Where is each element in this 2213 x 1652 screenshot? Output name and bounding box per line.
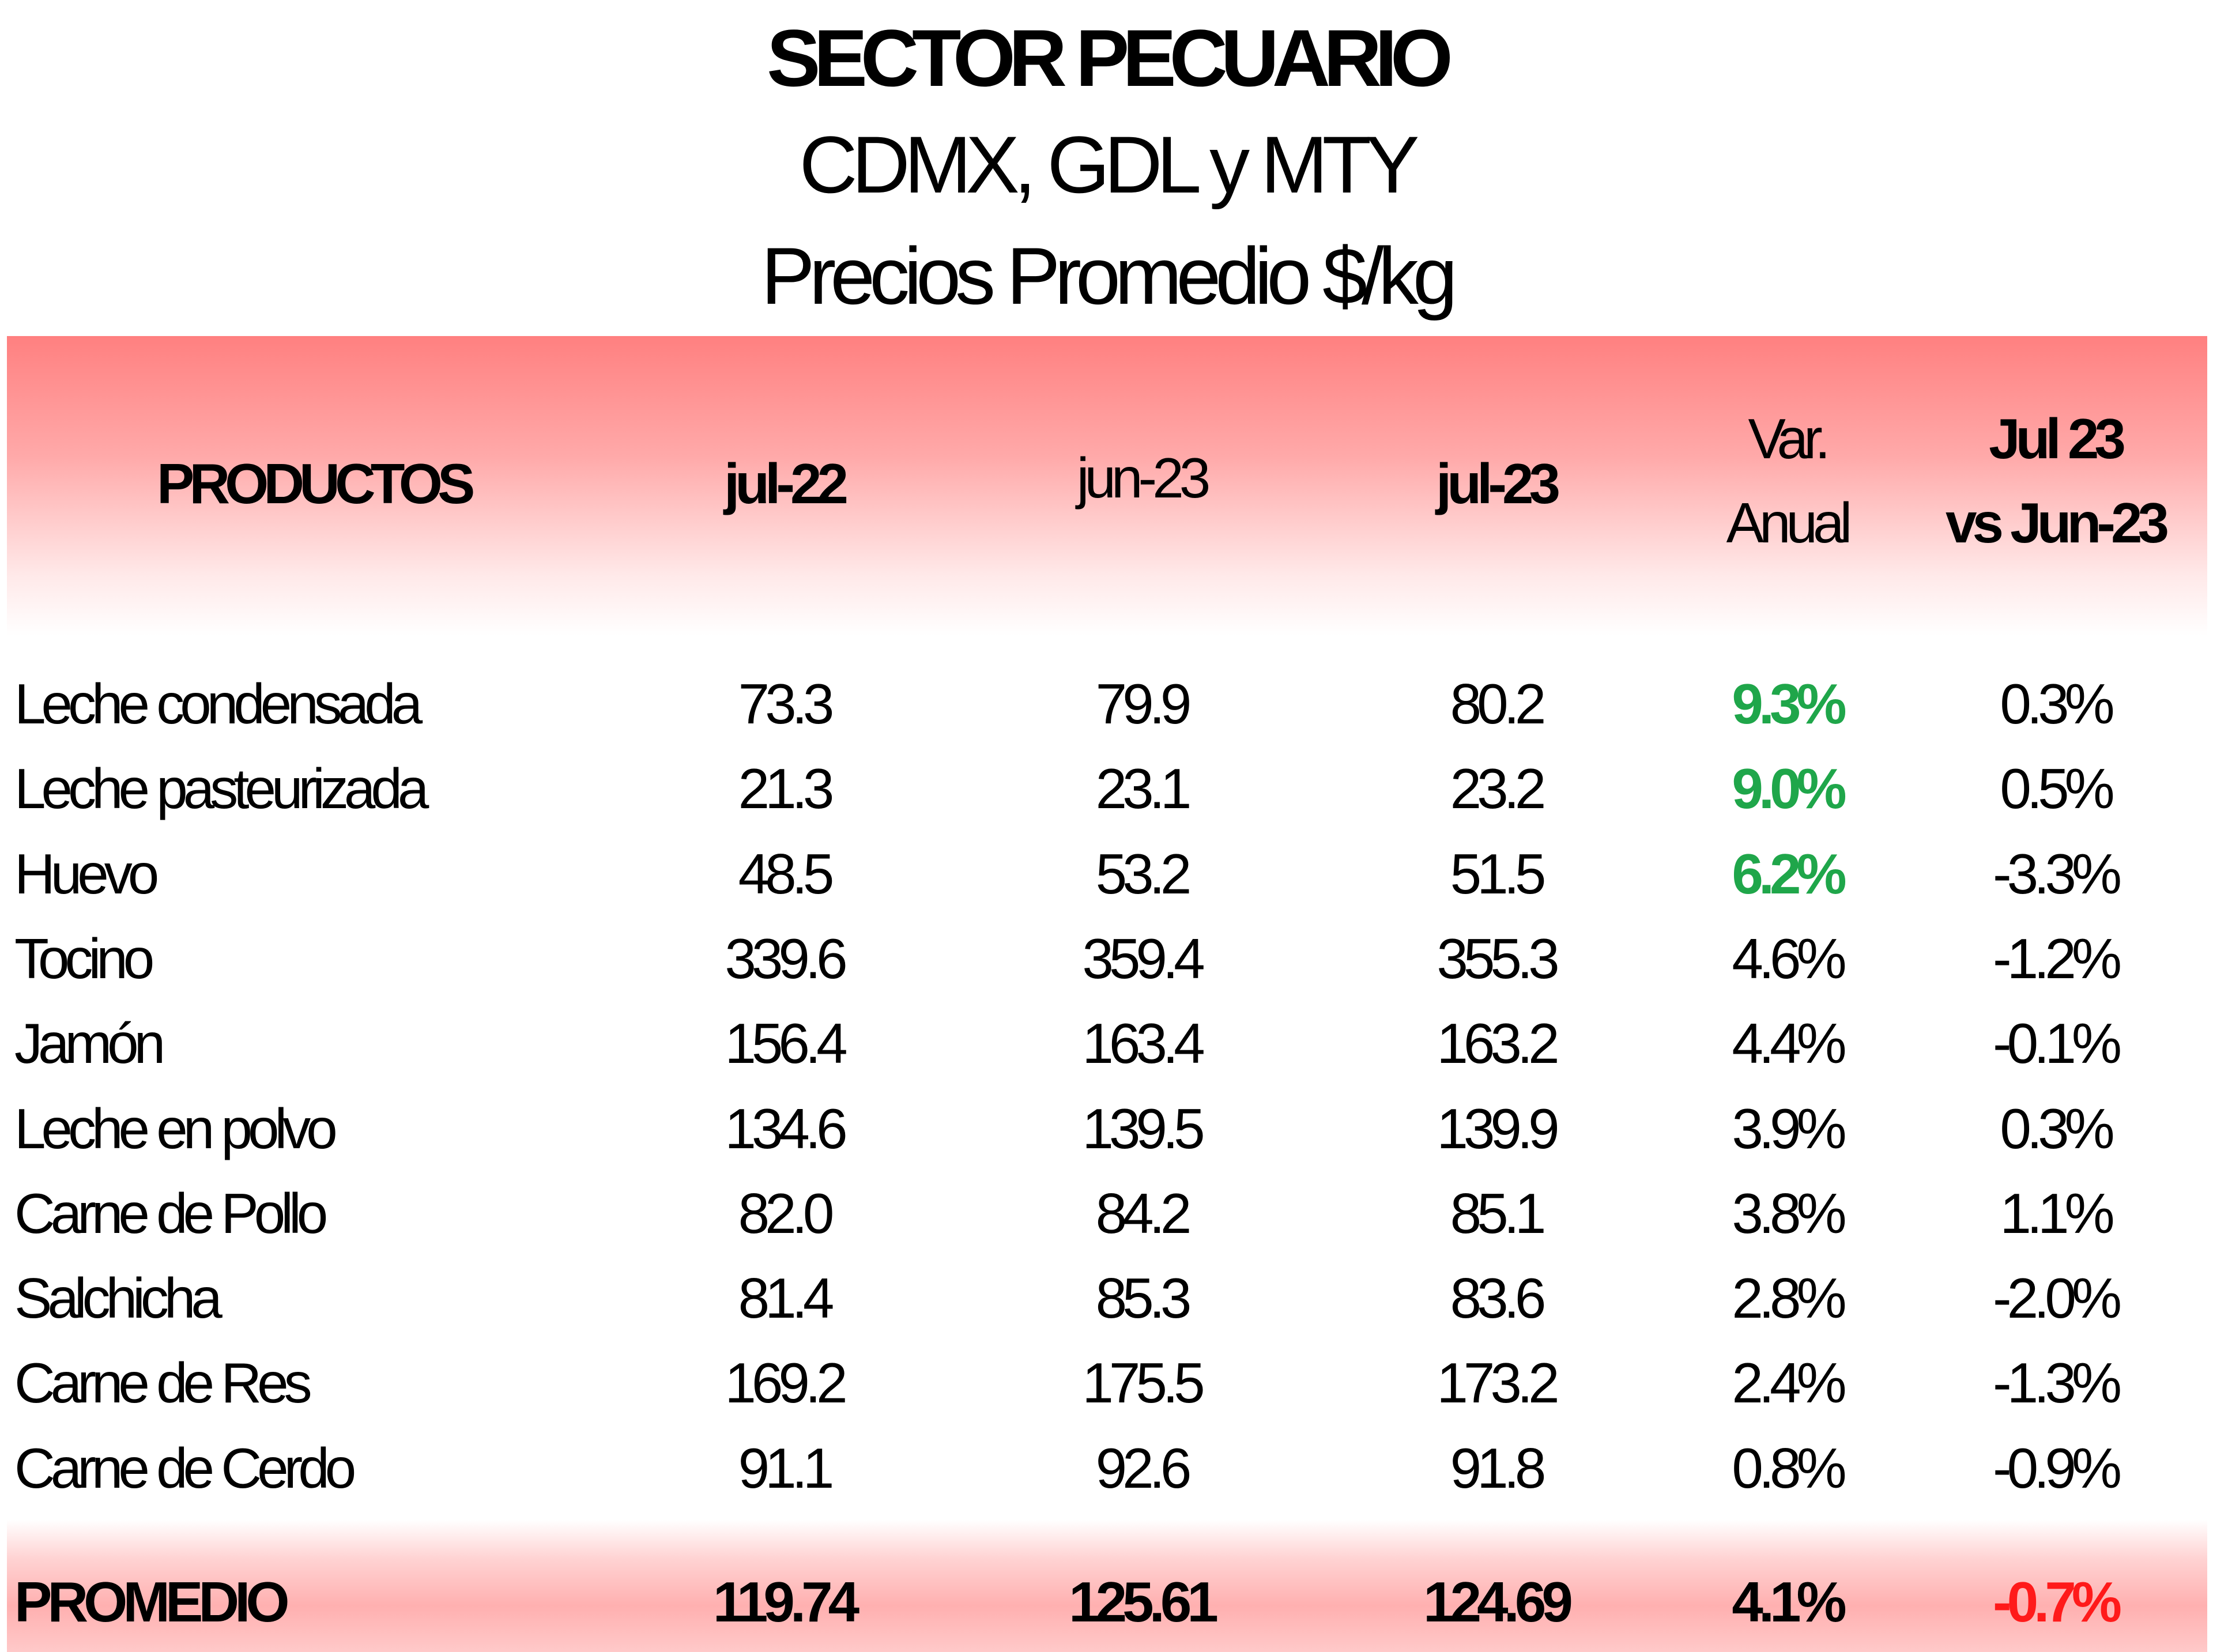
page-subtitle: CDMX, GDL y MTY [799,119,1420,210]
cell-jul-23: 355.3 [1437,927,1559,990]
cell-producto: Carne de Res [14,1351,312,1415]
cell-producto: Salchicha [14,1266,223,1330]
unit-line: Precios Promedio $/kg [761,231,1457,321]
cell-var-anual: 3.9% [1732,1097,1846,1160]
cell-var-mensual: 0.3% [2000,1097,2114,1160]
cell-producto: Leche pasteurizada [14,757,429,820]
cell-producto: Leche condensada [14,672,423,736]
header-jul-22: jul-22 [724,452,849,515]
promedio-var-mensual: -0.7% [1992,1570,2122,1634]
cell-producto: Carne de Pollo [14,1182,328,1245]
promedio-jul-22: 119.74 [712,1570,859,1634]
cell-producto: Leche en polvo [14,1097,338,1160]
table-footer-band [7,1520,2207,1652]
cell-var-anual: 4.4% [1732,1012,1846,1075]
cell-var-mensual: -3.3% [1992,842,2122,906]
cell-jul-22: 82.0 [738,1182,835,1245]
cell-var-anual: 0.8% [1732,1436,1846,1500]
cell-jun-23: 139.5 [1082,1097,1205,1160]
cell-jun-23: 23.1 [1095,757,1192,820]
cell-jul-23: 85.1 [1450,1182,1547,1245]
cell-jun-23: 92.6 [1095,1436,1192,1500]
header-anual-label: Anual [1726,491,1853,555]
cell-var-anual: 9.3% [1732,672,1846,736]
header-var-label: Var. [1748,407,1830,470]
cell-producto: Jamón [14,1012,165,1075]
cell-jul-23: 163.2 [1437,1012,1559,1075]
cell-jul-22: 91.1 [738,1436,835,1500]
cell-jun-23: 85.3 [1095,1266,1192,1330]
cell-var-mensual: 1.1% [2000,1182,2114,1245]
cell-var-anual: 4.6% [1732,927,1846,990]
cell-var-mensual: 0.5% [2000,757,2114,820]
header-jul-23: jul-23 [1436,452,1560,515]
cell-jul-23: 139.9 [1437,1097,1559,1160]
cell-producto: Huevo [14,842,159,906]
cell-jul-22: 73.3 [738,672,835,736]
promedio-jun-23: 125.61 [1069,1570,1219,1634]
cell-jun-23: 84.2 [1095,1182,1192,1245]
cell-var-anual: 6.2% [1732,842,1846,906]
cell-jul-23: 51.5 [1450,842,1547,906]
cell-jul-22: 134.6 [725,1097,847,1160]
cell-var-mensual: -1.2% [1992,927,2122,990]
promedio-jul-23: 124.69 [1423,1570,1573,1634]
promedio-label: PROMEDIO [14,1570,290,1634]
cell-jul-22: 48.5 [738,842,835,906]
cell-jun-23: 163.4 [1082,1012,1205,1075]
cell-var-anual: 2.8% [1732,1266,1846,1330]
cell-jul-23: 83.6 [1450,1266,1547,1330]
cell-jun-23: 175.5 [1082,1351,1205,1415]
cell-jul-22: 169.2 [725,1351,847,1415]
cell-producto: Tocino [14,927,154,990]
cell-var-mensual: -2.0% [1992,1266,2122,1330]
cell-jun-23: 53.2 [1095,842,1192,906]
cell-jul-23: 173.2 [1437,1351,1559,1415]
page-title: SECTOR PECUARIO [767,13,1453,103]
cell-jun-23: 79.9 [1095,672,1192,736]
cell-var-anual: 3.8% [1732,1182,1846,1245]
cell-var-mensual: -0.9% [1992,1436,2122,1500]
table-header-band [7,336,2207,636]
cell-jul-23: 23.2 [1450,757,1547,820]
cell-var-anual: 9.0% [1732,757,1846,820]
promedio-var-anual: 4.1% [1732,1570,1846,1634]
cell-var-anual: 2.4% [1732,1351,1846,1415]
cell-jul-23: 80.2 [1450,672,1547,736]
cell-jul-22: 339.6 [725,927,847,990]
cell-producto: Carne de Cerdo [14,1436,356,1500]
header-jul23-label: Jul 23 [1989,407,2126,470]
header-productos: PRODUCTOS [157,452,475,515]
cell-var-mensual: 0.3% [2000,672,2114,736]
header-vs-jun23-label: vs Jun-23 [1945,491,2169,555]
header-jun-23: jun-23 [1076,446,1211,510]
cell-jul-22: 81.4 [738,1266,835,1330]
cell-jul-22: 21.3 [738,757,835,820]
cell-var-mensual: -0.1% [1992,1012,2122,1075]
cell-var-mensual: -1.3% [1992,1351,2122,1415]
cell-jul-22: 156.4 [725,1012,847,1075]
cell-jun-23: 359.4 [1082,927,1205,990]
cell-jul-23: 91.8 [1450,1436,1547,1500]
